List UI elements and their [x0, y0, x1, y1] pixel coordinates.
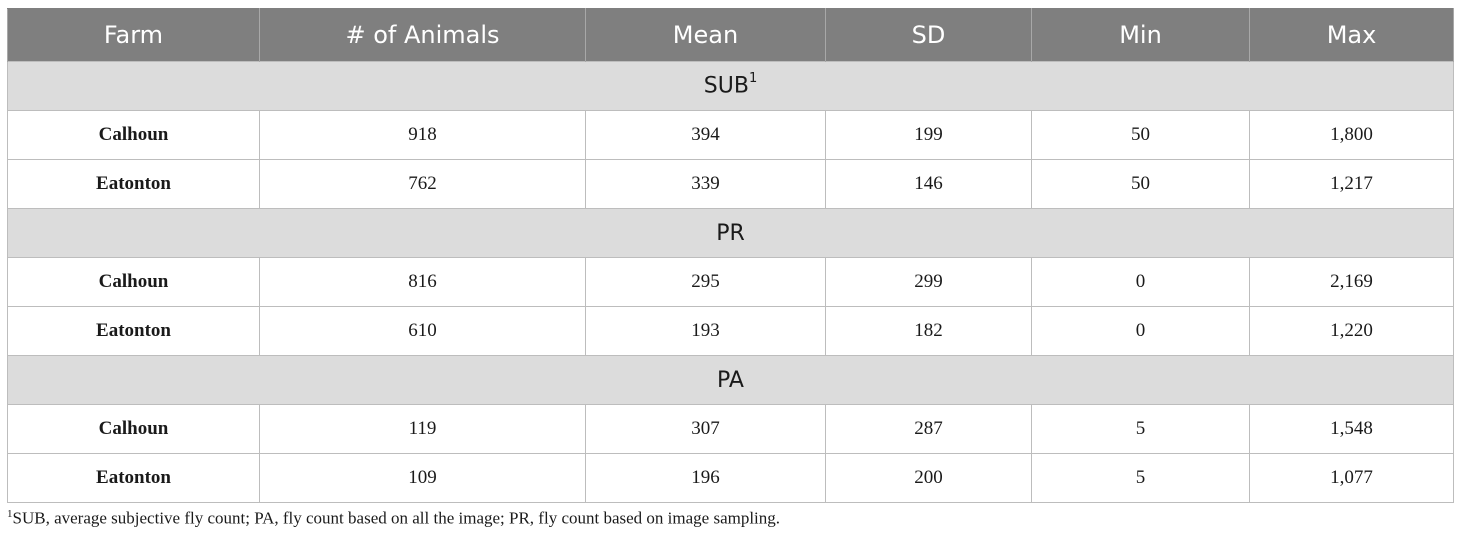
min-cell: 0 — [1031, 257, 1250, 307]
footnote-marker: 1 — [748, 71, 758, 87]
table-container: Farm # of Animals Mean SD Min Max SUB1 C… — [7, 8, 1454, 503]
group-label: PR — [716, 220, 745, 246]
header-row: Farm # of Animals Mean SD Min Max — [7, 8, 1454, 62]
animals-cell: 816 — [259, 257, 586, 307]
footnote-marker: 1 — [7, 508, 13, 520]
sd-cell: 146 — [825, 159, 1032, 209]
mean-cell: 339 — [585, 159, 826, 209]
column-header-farm: Farm — [7, 8, 260, 62]
mean-cell: 307 — [585, 404, 826, 454]
sd-cell: 200 — [825, 453, 1032, 503]
max-cell: 1,077 — [1249, 453, 1454, 503]
column-header-min: Min — [1031, 8, 1250, 62]
mean-cell: 193 — [585, 306, 826, 356]
farm-cell: Calhoun — [7, 257, 260, 307]
max-cell: 1,220 — [1249, 306, 1454, 356]
mean-cell: 295 — [585, 257, 826, 307]
animals-cell: 762 — [259, 159, 586, 209]
sd-cell: 199 — [825, 110, 1032, 160]
data-table: Farm # of Animals Mean SD Min Max SUB1 C… — [7, 8, 1454, 503]
animals-cell: 109 — [259, 453, 586, 503]
animals-cell: 918 — [259, 110, 586, 160]
min-cell: 50 — [1031, 159, 1250, 209]
group-label-cell: SUB1 — [7, 61, 1454, 111]
table-footnote: 1SUB, average subjective fly count; PA, … — [7, 508, 780, 529]
farm-cell: Eatonton — [7, 453, 260, 503]
column-header-animals: # of Animals — [259, 8, 586, 62]
farm-cell: Eatonton — [7, 159, 260, 209]
min-cell: 5 — [1031, 453, 1250, 503]
mean-cell: 196 — [585, 453, 826, 503]
max-cell: 1,548 — [1249, 404, 1454, 454]
group-label-cell: PA — [7, 355, 1454, 405]
max-cell: 2,169 — [1249, 257, 1454, 307]
table-body: SUB1 Calhoun 918 394 199 50 1,800 Eatont… — [7, 61, 1454, 503]
farm-cell: Calhoun — [7, 404, 260, 454]
table-row: Eatonton 610 193 182 0 1,220 — [7, 306, 1454, 356]
sd-cell: 287 — [825, 404, 1032, 454]
column-header-mean: Mean — [585, 8, 826, 62]
table-header: Farm # of Animals Mean SD Min Max — [7, 8, 1454, 62]
table-row: Eatonton 762 339 146 50 1,217 — [7, 159, 1454, 209]
min-cell: 0 — [1031, 306, 1250, 356]
table-row: Calhoun 119 307 287 5 1,548 — [7, 404, 1454, 454]
animals-cell: 119 — [259, 404, 586, 454]
column-header-max: Max — [1249, 8, 1454, 62]
animals-cell: 610 — [259, 306, 586, 356]
sd-cell: 182 — [825, 306, 1032, 356]
table-row: Calhoun 918 394 199 50 1,800 — [7, 110, 1454, 160]
group-row-sub: SUB1 — [7, 61, 1454, 111]
max-cell: 1,217 — [1249, 159, 1454, 209]
mean-cell: 394 — [585, 110, 826, 160]
group-label: PA — [717, 367, 744, 393]
group-row-pr: PR — [7, 208, 1454, 258]
sd-cell: 299 — [825, 257, 1032, 307]
farm-cell: Eatonton — [7, 306, 260, 356]
table-row: Eatonton 109 196 200 5 1,077 — [7, 453, 1454, 503]
group-label: SUB — [703, 73, 749, 99]
group-label-cell: PR — [7, 208, 1454, 258]
farm-cell: Calhoun — [7, 110, 260, 160]
table-row: Calhoun 816 295 299 0 2,169 — [7, 257, 1454, 307]
group-row-pa: PA — [7, 355, 1454, 405]
min-cell: 50 — [1031, 110, 1250, 160]
footnote-text: SUB, average subjective fly count; PA, f… — [12, 508, 781, 528]
column-header-sd: SD — [825, 8, 1032, 62]
max-cell: 1,800 — [1249, 110, 1454, 160]
min-cell: 5 — [1031, 404, 1250, 454]
